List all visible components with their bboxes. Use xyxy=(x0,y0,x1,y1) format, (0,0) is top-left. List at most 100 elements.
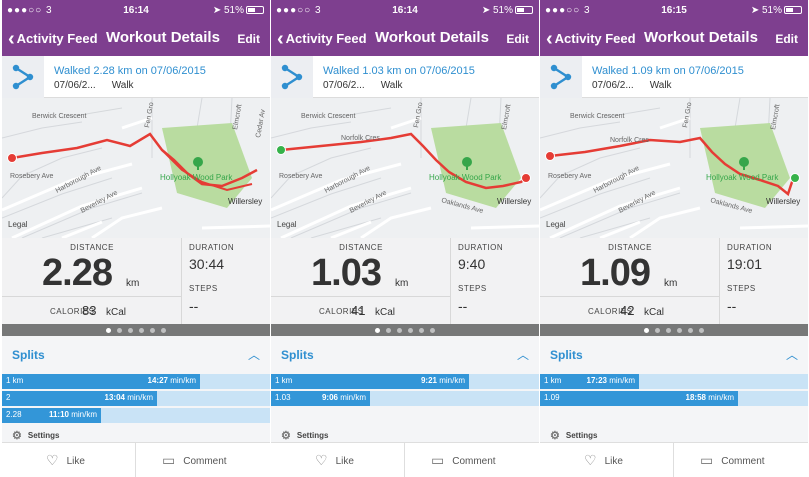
edit-button[interactable]: Edit xyxy=(506,32,529,46)
settings-button[interactable]: ⚙ Settings xyxy=(550,429,597,442)
speech-bubble-icon: ▭ xyxy=(162,452,176,468)
street-label: Willersley xyxy=(228,197,262,206)
map-legal-link[interactable]: Legal xyxy=(277,220,297,229)
battery-icon xyxy=(246,6,264,14)
splits-title: Splits xyxy=(12,348,45,362)
edit-button[interactable]: Edit xyxy=(237,32,260,46)
distance-unit: km xyxy=(126,278,140,289)
settings-button[interactable]: ⚙ Settings xyxy=(12,429,59,442)
route-icon xyxy=(2,56,44,98)
battery-percent: 51% xyxy=(761,5,782,16)
split-unit: min/km xyxy=(439,376,465,385)
distance-label: DISTANCE xyxy=(339,243,383,252)
street-label: Cedar Av xyxy=(255,108,267,138)
splits-section: Splits ︿ 1 km 14:27 min/km 2 13:04 min/k… xyxy=(2,336,270,442)
like-button[interactable]: ♡ Like xyxy=(46,443,85,477)
street-label: Willersley xyxy=(766,197,800,206)
comment-button[interactable]: ▭ Comment xyxy=(162,443,227,477)
like-label: Like xyxy=(335,456,354,467)
chevron-up-icon[interactable]: ︿ xyxy=(785,348,798,362)
split-pace: 17:23 xyxy=(586,376,607,385)
battery-indicator: ➤ 51% xyxy=(751,5,802,16)
split-label: 1.09 xyxy=(544,393,560,402)
street-label: Willersley xyxy=(497,197,531,206)
page-dot xyxy=(128,328,133,333)
page-indicator[interactable] xyxy=(271,324,539,336)
battery-indicator: ➤ 51% xyxy=(213,5,264,16)
duration-value: 19:01 xyxy=(727,256,763,272)
split-label: 2.28 xyxy=(6,410,22,419)
page-dot xyxy=(419,328,424,333)
settings-label: Settings xyxy=(296,431,329,440)
split-pace: 9:21 xyxy=(420,376,437,385)
heart-icon: ♡ xyxy=(46,452,59,468)
route-map[interactable]: Berwick Crescent Rosebery Ave Harborough… xyxy=(2,98,270,238)
nav-bar: ‹ Activity Feed Workout Details Edit xyxy=(2,20,270,56)
activity-headline[interactable]: Walked 2.28 km on 07/06/2015 xyxy=(54,65,206,77)
activity-type: Walk xyxy=(111,80,134,91)
activity-headline[interactable]: Walked 1.09 km on 07/06/2015 xyxy=(592,65,744,77)
comment-label: Comment xyxy=(721,456,765,467)
split-row: 1 km 9:21 min/km xyxy=(271,374,539,389)
route-icon xyxy=(540,56,582,98)
activity-headline[interactable]: Walked 1.03 km on 07/06/2015 xyxy=(323,65,475,77)
battery-indicator: ➤ 51% xyxy=(482,5,533,16)
comment-button[interactable]: ▭ Comment xyxy=(431,443,496,477)
distance-label: DISTANCE xyxy=(608,243,652,252)
stats-panel: DISTANCE 1.03 km CALORIES 41 kCal DURATI… xyxy=(271,238,539,324)
route-map[interactable]: Berwick Crescent Rosebery Ave Harborough… xyxy=(540,98,808,238)
divider xyxy=(404,443,405,477)
page-dot xyxy=(655,328,660,333)
split-label: 2 xyxy=(6,393,11,402)
edit-button[interactable]: Edit xyxy=(775,32,798,46)
chevron-up-icon[interactable]: ︿ xyxy=(247,348,260,362)
split-pace: 11:10 xyxy=(48,410,69,419)
steps-label: STEPS xyxy=(189,284,218,293)
chevron-left-icon: ‹ xyxy=(546,28,553,50)
activity-date: 07/06/2... xyxy=(323,80,365,91)
back-button[interactable]: ‹ Activity Feed xyxy=(546,28,636,51)
distance-unit: km xyxy=(395,278,409,289)
distance-value: 2.28 xyxy=(42,252,113,294)
split-row: 1 km 17:23 min/km xyxy=(540,374,808,389)
location-arrow-icon: ➤ xyxy=(481,5,491,16)
steps-label: STEPS xyxy=(727,284,756,293)
map-legal-link[interactable]: Legal xyxy=(8,220,28,229)
split-label: 1 km xyxy=(544,376,562,385)
comment-button[interactable]: ▭ Comment xyxy=(700,443,765,477)
distance-value: 1.03 xyxy=(311,252,382,294)
activity-subline: 07/06/2... Walk xyxy=(54,80,134,91)
page-dot xyxy=(666,328,671,333)
page-indicator[interactable] xyxy=(2,324,270,336)
status-bar: ●●●○○ 3 16:15 ➤ 51% xyxy=(540,0,808,20)
page-dot xyxy=(397,328,402,333)
like-button[interactable]: ♡ Like xyxy=(315,443,354,477)
like-button[interactable]: ♡ Like xyxy=(584,443,623,477)
activity-header: Walked 1.03 km on 07/06/2015 07/06/2... W… xyxy=(271,56,539,98)
split-row: 1.03 9:06 min/km xyxy=(271,391,539,406)
map-legal-link[interactable]: Legal xyxy=(546,220,566,229)
battery-percent: 51% xyxy=(492,5,513,16)
status-bar: ●●●○○ 3 16:14 ➤ 51% xyxy=(2,0,270,20)
street-label: Elmcroft xyxy=(501,104,512,131)
signal-indicator: ●●●○○ 3 xyxy=(276,5,322,16)
steps-value: -- xyxy=(189,298,199,314)
page-dot xyxy=(644,328,649,333)
page-indicator[interactable] xyxy=(540,324,808,336)
park-label: Hollyoak Wood Park xyxy=(429,173,502,182)
steps-value: -- xyxy=(727,298,737,314)
activity-header: Walked 2.28 km on 07/06/2015 07/06/2... W… xyxy=(2,56,270,98)
action-bar: ♡ Like ▭ Comment xyxy=(2,442,270,477)
activity-subline: 07/06/2... Walk xyxy=(323,80,403,91)
calories-value: 41 xyxy=(351,303,366,318)
back-button[interactable]: ‹ Activity Feed xyxy=(277,28,367,51)
street-label: Elmcroft xyxy=(770,104,781,131)
back-button[interactable]: ‹ Activity Feed xyxy=(8,28,98,51)
settings-button[interactable]: ⚙ Settings xyxy=(281,429,328,442)
distance-label: DISTANCE xyxy=(70,243,114,252)
split-unit: min/km xyxy=(609,376,635,385)
splits-section: Splits ︿ 1 km 9:21 min/km 1.03 9:06 min/… xyxy=(271,336,539,442)
chevron-up-icon[interactable]: ︿ xyxy=(516,348,529,362)
split-row: 1 km 14:27 min/km xyxy=(2,374,270,389)
route-map[interactable]: Berwick Crescent Rosebery Ave Harborough… xyxy=(271,98,539,238)
